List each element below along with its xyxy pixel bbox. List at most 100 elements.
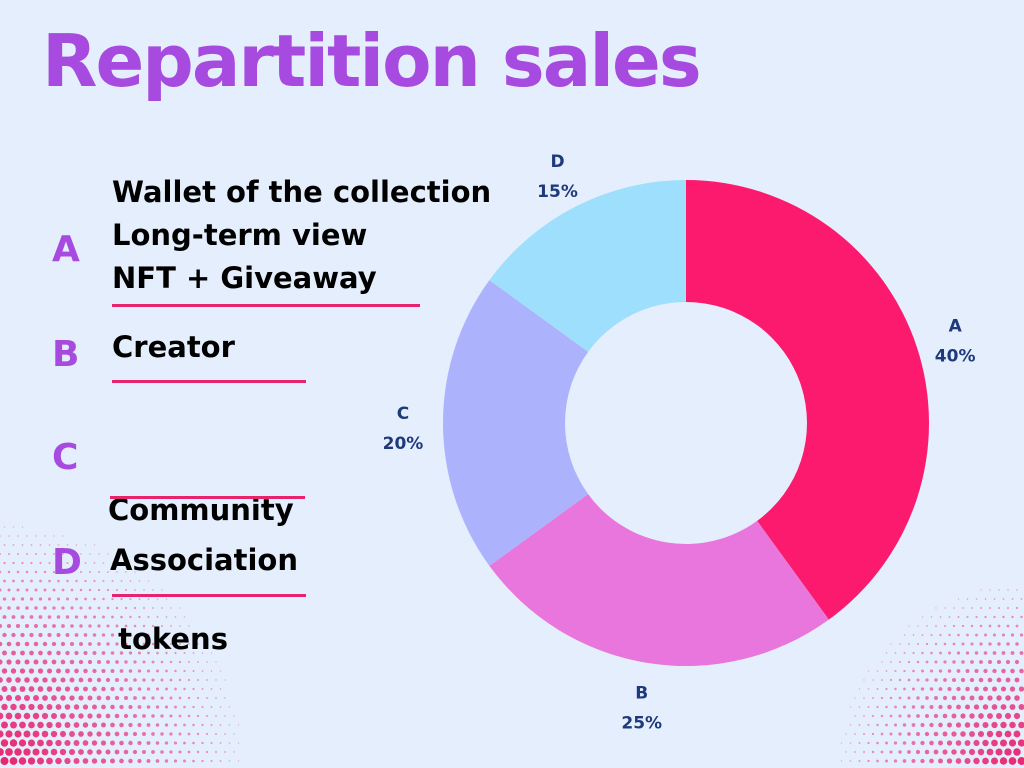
halftone-dot [44, 535, 46, 537]
halftone-dot [102, 579, 105, 583]
halftone-dot [921, 651, 924, 655]
halftone-dot [15, 623, 21, 629]
legend-letter: A [52, 229, 80, 270]
halftone-dot [224, 715, 226, 717]
halftone-dot [1, 668, 8, 674]
halftone-dot [78, 659, 84, 665]
halftone-dot [215, 715, 217, 717]
halftone-dot [192, 652, 195, 654]
halftone-dot [115, 642, 119, 646]
halftone-dot [132, 713, 138, 719]
halftone-dot [178, 714, 182, 718]
halftone-dot [228, 742, 231, 744]
halftone-dot [17, 535, 19, 537]
halftone-dot [885, 741, 888, 745]
halftone-dot [881, 661, 883, 663]
halftone-dot [3, 561, 6, 565]
halftone-dot [14, 748, 22, 756]
halftone-dot [0, 606, 2, 610]
halftone-dot [988, 642, 992, 646]
halftone-dot [977, 748, 985, 756]
halftone-dot [956, 686, 961, 692]
halftone-dot [128, 704, 133, 710]
halftone-dot [37, 703, 44, 711]
halftone-dot [1013, 748, 1021, 756]
halftone-dot [964, 740, 971, 746]
halftone-dot [119, 651, 124, 655]
halftone-dot [1017, 739, 1024, 747]
halftone-dot [57, 544, 60, 546]
halftone-dot [143, 607, 145, 609]
halftone-dot [42, 677, 48, 683]
halftone-dot [961, 642, 965, 646]
halftone-dot [71, 553, 73, 555]
halftone-dot [155, 705, 160, 709]
halftone-dot [907, 678, 911, 682]
halftone-dot [228, 760, 231, 762]
halftone-dot [123, 695, 129, 701]
halftone-dot [1005, 659, 1011, 665]
halftone-dot [82, 740, 89, 746]
halftone-dot [147, 580, 150, 582]
halftone-dot [23, 694, 31, 702]
halftone-dot [867, 706, 870, 708]
halftone-dot [50, 712, 58, 720]
halftone-dot [876, 741, 879, 745]
halftone-dot [42, 641, 48, 647]
halftone-dot [46, 739, 53, 747]
halftone-dot [133, 642, 137, 646]
halftone-dot [215, 697, 217, 699]
halftone-dot [15, 659, 21, 665]
halftone-dot [975, 633, 978, 637]
halftone-dot [137, 723, 142, 727]
halftone-dot [44, 553, 46, 555]
halftone-dot [98, 571, 100, 573]
halftone-dot [224, 679, 226, 681]
halftone-dot [143, 589, 145, 591]
halftone-dot [902, 723, 907, 727]
halftone-dot [73, 686, 80, 692]
halftone-dot [65, 668, 70, 674]
halftone-dot [178, 750, 182, 754]
halftone-dot [183, 687, 186, 691]
halftone-dot [12, 544, 15, 546]
halftone-dot [192, 759, 195, 763]
halftone-dot [907, 696, 911, 700]
halftone-dot [11, 650, 16, 656]
halftone-dot [1013, 730, 1021, 738]
halftone-dot [978, 713, 984, 719]
halftone-dot [93, 579, 96, 583]
halftone-dot [138, 615, 141, 619]
halftone-dot [51, 695, 57, 701]
halftone-dot [210, 706, 213, 708]
halftone-dot [115, 678, 119, 682]
halftone-dot [1002, 598, 1005, 600]
halftone-dot [79, 588, 83, 592]
halftone-dot [992, 686, 997, 692]
halftone-dot [32, 712, 40, 720]
halftone-dot [983, 668, 988, 674]
halftone-dot [920, 705, 925, 709]
halftone-dot [28, 703, 35, 711]
halftone-dot [984, 615, 987, 619]
halftone-dot [101, 722, 106, 728]
halftone-dot [912, 651, 915, 655]
halftone-dot [160, 642, 164, 646]
halftone-dot [188, 643, 190, 645]
halftone-dot [84, 544, 87, 546]
halftone-dot [916, 660, 920, 664]
halftone-dot [102, 597, 105, 601]
halftone-dot [916, 642, 920, 646]
halftone-dot [196, 750, 200, 754]
halftone-dot [64, 722, 71, 728]
halftone-dot [938, 722, 943, 728]
halftone-dot [75, 579, 78, 583]
halftone-dot [69, 659, 75, 665]
halftone-dot [24, 623, 30, 629]
halftone-dot [930, 651, 933, 655]
halftone-dot [1004, 748, 1012, 756]
halftone-dot [165, 633, 168, 637]
halftone-dot [88, 624, 92, 628]
halftone-dot [880, 732, 884, 736]
halftone-dot [947, 686, 952, 692]
